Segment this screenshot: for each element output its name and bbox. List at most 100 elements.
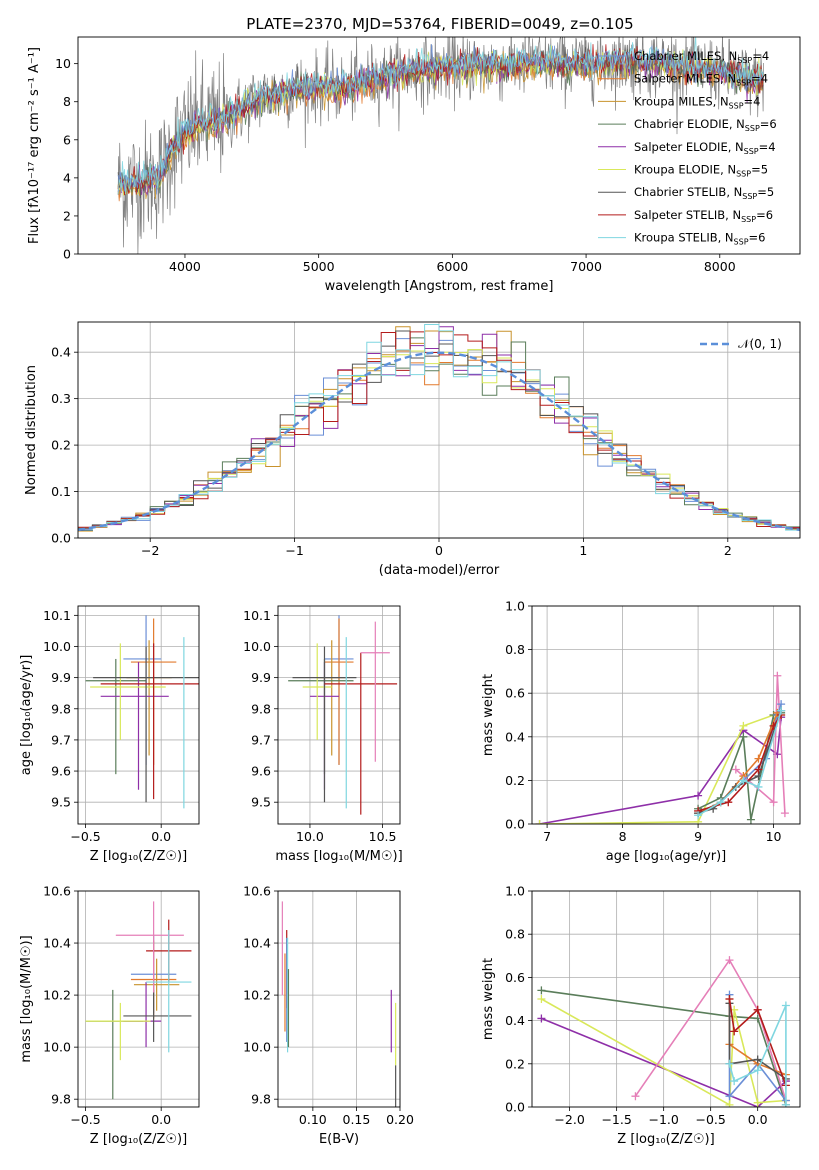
legend-suffix: =6 xyxy=(749,231,766,245)
legend-entry: Salpeter STELIB, NSSP=6 xyxy=(634,208,773,224)
y-tick-label: 9.8 xyxy=(51,701,71,716)
axes-frame xyxy=(531,605,801,825)
weight-marker xyxy=(777,706,786,715)
weight-marker xyxy=(781,1100,790,1107)
histogram-step-kroupa-elodie xyxy=(78,349,800,532)
weight-marker xyxy=(724,798,733,807)
y-axis-label: Flux [fλ10⁻¹⁷ erg cm⁻² s⁻¹ A⁻¹] xyxy=(27,47,42,244)
y-tick-label: 9.5 xyxy=(251,795,271,810)
y-tick-label: 0.8 xyxy=(505,927,525,942)
y-tick-label: 0 xyxy=(63,247,71,262)
x-tick-label: −0.5 xyxy=(70,829,100,844)
spectrum-model-line-kroupa-stelib xyxy=(117,37,764,195)
x-tick-label: −0.5 xyxy=(70,1112,100,1127)
y-tick-label: 0.6 xyxy=(505,970,525,985)
y-tick-label: 0.4 xyxy=(505,1013,525,1028)
y-tick-label: 10.6 xyxy=(43,884,71,899)
legend-entry: Kroupa STELIB, NSSP=6 xyxy=(634,231,765,247)
y-tick-label: 10.4 xyxy=(243,936,271,951)
weight-line-salpeter-elodie xyxy=(539,717,782,824)
legend-suffix: =4 xyxy=(752,49,769,63)
weight-marker xyxy=(694,791,703,800)
y-tick-label: 9.8 xyxy=(251,1092,271,1107)
weight-marker xyxy=(631,1092,640,1101)
x-tick-label: 5000 xyxy=(303,259,335,274)
y-tick-label: 10.6 xyxy=(243,884,271,899)
weight-marker xyxy=(694,811,703,820)
ebv-mass-panel: 0.10 0.15 0.20 9.8 10.0 10.2 10.4 10.6 E(B-V) xyxy=(243,884,414,1148)
legend-sub: SSP xyxy=(745,124,760,133)
z-age-panel: −0.5 0.0 9.5 9.6 9.7 9.8 9.9 10.0 10.1 Z [log₁₀(Z… xyxy=(19,605,200,864)
legend-entry: Kroupa ELODIE, NSSP=5 xyxy=(634,163,768,179)
y-tick-label: 0.1 xyxy=(51,484,71,499)
plot-area xyxy=(117,37,764,254)
x-tick-label: 10.0 xyxy=(296,829,324,844)
y-tick-label: 10.1 xyxy=(243,608,271,623)
legend-suffix: =5 xyxy=(751,163,768,177)
legend-sub: SSP xyxy=(744,147,759,156)
y-axis-label: mass [log₁₀(M/M☉)] xyxy=(19,935,34,1062)
x-tick-label: 7 xyxy=(543,829,551,844)
weight-marker xyxy=(725,956,734,965)
axes-frame xyxy=(531,890,801,1108)
y-tick-label: 0.4 xyxy=(505,729,525,744)
y-tick-label: 0.0 xyxy=(505,1100,525,1115)
x-tick-label: 4000 xyxy=(169,259,201,274)
y-tick-label: 10.0 xyxy=(43,1040,71,1055)
legend-sub: SSP xyxy=(737,56,752,65)
age-weight-panel: 7 8 9 10 0.0 0.2 0.4 0.6 0.8 1.0 age [log₁₀(age/yr… xyxy=(481,599,801,864)
x-axis-label: mass [log₁₀(M/M☉)] xyxy=(275,849,402,864)
weight-line-pink xyxy=(735,675,786,814)
y-tick-label: 10.0 xyxy=(243,1040,271,1055)
plot-area xyxy=(281,901,397,1107)
x-axis-label: Z [log₁₀(Z/Z☉)] xyxy=(90,1132,187,1147)
legend-text: Chabrier ELODIE, N xyxy=(634,117,745,131)
y-tick-label: 9.6 xyxy=(51,764,71,779)
plot-area xyxy=(288,615,398,815)
weight-marker xyxy=(739,721,748,730)
spectrum-panel: 4000 5000 6000 7000 8000 0 2 4 6 8 10 wavelength [A… xyxy=(27,36,801,294)
x-tick-label: −1 xyxy=(285,543,303,558)
y-tick-label: 1.0 xyxy=(505,599,525,614)
weight-marker xyxy=(725,995,734,1003)
legend-sub: SSP xyxy=(742,192,757,201)
y-axis-label: mass weight xyxy=(481,958,496,1040)
y-tick-label: 9.8 xyxy=(251,701,271,716)
legend-entry: Kroupa MILES, NSSP=4 xyxy=(634,94,760,110)
z-weight-panel: −2.0 −1.5 −1.0 −0.5 0.0 0.0 0.2 0.4 0.6 0.8 1.0 Z [… xyxy=(481,884,801,1147)
y-tick-label: 9.6 xyxy=(251,764,271,779)
weight-marker xyxy=(769,798,778,807)
weight-line-chabrier-elodie xyxy=(541,989,787,1106)
y-tick-label: 4 xyxy=(63,170,71,185)
legend-text: Kroupa STELIB, N xyxy=(634,231,734,245)
legend-entry: Chabrier ELODIE, NSSP=6 xyxy=(634,117,777,133)
weight-marker xyxy=(753,1005,762,1014)
y-tick-label: 0.3 xyxy=(51,391,71,406)
plot-area xyxy=(535,671,789,824)
y-tick-label: 0.4 xyxy=(51,345,71,360)
legend-text: Kroupa MILES, N xyxy=(634,94,729,108)
mass-age-panel: 10.0 10.5 9.5 9.6 9.7 9.8 9.9 10.0 10.1 mass [log… xyxy=(243,605,403,864)
y-tick-label: 10.2 xyxy=(243,988,271,1003)
y-tick-label: 9.5 xyxy=(51,795,71,810)
weight-marker xyxy=(780,809,789,818)
y-axis-label: mass weight xyxy=(481,674,496,756)
axes-frame xyxy=(77,605,200,825)
weight-marker xyxy=(716,798,725,807)
x-tick-label: 0.0 xyxy=(748,1112,768,1127)
x-tick-label: −1.0 xyxy=(648,1112,678,1127)
legend-text: Salpeter MILES, N xyxy=(634,72,736,86)
x-tick-label: 8000 xyxy=(704,259,736,274)
x-tick-label: 10 xyxy=(766,829,782,844)
plot-area xyxy=(85,615,199,809)
weight-marker xyxy=(739,732,748,741)
weight-marker xyxy=(537,986,546,995)
legend-suffix: =4 xyxy=(759,140,776,154)
axes-frame xyxy=(277,890,401,1108)
weight-marker xyxy=(781,1001,790,1010)
legend-sub: SSP xyxy=(729,101,744,110)
weight-line-chabrier-stelib xyxy=(728,1003,787,1080)
legend-sub: SSP xyxy=(741,215,756,224)
